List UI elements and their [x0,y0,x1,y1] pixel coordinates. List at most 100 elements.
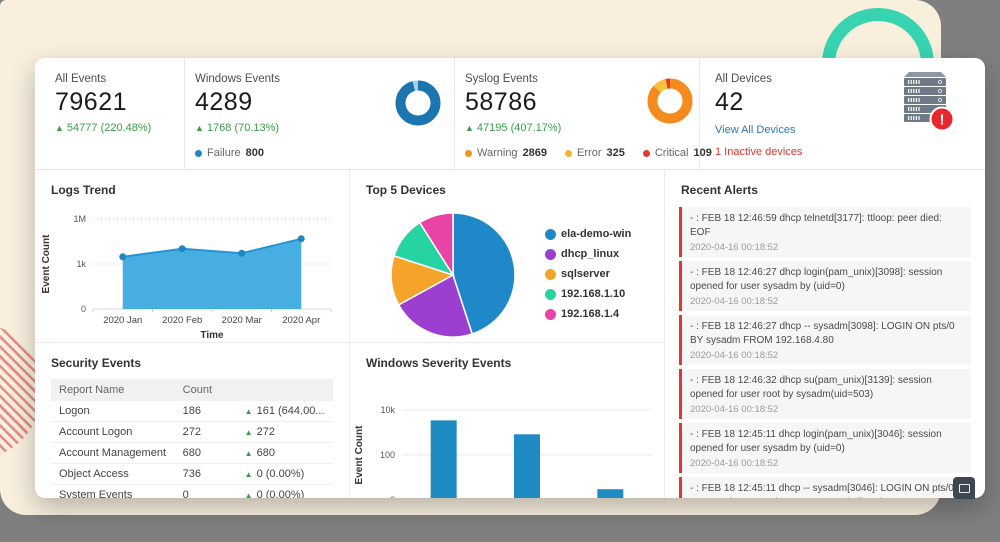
alert-item[interactable]: - : FEB 18 12:46:27 dhcp -- sysadm[3098]… [679,315,971,365]
table-row[interactable]: Object Access 736 ▲ 0 (0.00%) [51,463,333,485]
stat-windows-events: Windows Events 4289 ▲ 1768 (70.13%) Failu… [185,58,455,169]
panel-title: Windows Severity Events [366,356,512,370]
legend-label: Failure [207,147,241,159]
table-row[interactable]: Account Management 680 ▲ 680 [51,442,333,464]
legend-dot-icon [545,248,556,260]
data-point[interactable] [297,235,305,243]
change-cell: ▲ 680 [236,442,333,464]
windows-severity-panel: Windows Severity Events 010010kSuccessFa… [350,343,665,498]
panel-title: Security Events [51,356,142,370]
stat-value: 42 [715,88,744,116]
alert-item[interactable]: - : FEB 18 12:46:59 dhcp telnetd[3177]: … [679,207,971,257]
stat-delta-text: 1768 (70.13%) [206,122,280,134]
report-name-cell: Account Logon [51,421,175,443]
stat-label: All Events [55,73,107,85]
stat-label: Windows Events [195,73,281,85]
data-point[interactable] [238,249,246,257]
top-devices-pie-chart[interactable] [350,197,545,343]
bar[interactable] [597,489,624,498]
y-tick-label: 1k [76,259,86,269]
area-fill [122,238,302,309]
legend-dot-icon [465,149,472,157]
logs-trend-panel: Logs Trend 0 1k 1M 2020 Jan 2020 Feb 2020 Mar… [35,170,350,343]
up-arrow-icon: ▲ [244,449,253,458]
column-header-count: Count [174,379,237,401]
panel-title: Recent Alerts [681,183,758,197]
report-name-cell: Logon [51,401,175,422]
x-axis-title: Time [200,330,224,341]
panel-title: Top 5 Devices [366,183,446,197]
data-point[interactable] [178,245,186,253]
donut-segment[interactable] [395,80,441,126]
bar[interactable] [430,420,457,498]
alert-timestamp: 2020-04-16 00:18:52 [690,458,779,469]
bar[interactable] [514,434,540,498]
table-row[interactable]: Logon 186 ▲ 161 (644.00... [51,401,333,422]
alert-item[interactable]: - : FEB 18 12:46:27 dhcp login(pam_unix)… [679,261,971,311]
count-cell: 0 [174,484,237,498]
stat-delta-text: 54777 (220.48%) [66,122,152,134]
windows-severity-bar-chart[interactable]: 010010kSuccessFailureInformationEvent Co… [350,370,663,498]
pie-legend-item[interactable]: sqlserver [545,268,631,280]
alert-timestamp: 2020-04-16 00:18:52 [690,242,779,253]
legend-dot-icon [565,149,573,157]
feedback-glyph [958,483,970,493]
syslog-events-donut-chart[interactable] [646,77,694,125]
stat-delta: ▲ 54777 (220.48%) [55,122,184,134]
donut-segment[interactable] [395,80,441,126]
alert-timestamp: 2020-04-16 00:18:52 [690,350,779,361]
count-cell: 680 [174,442,237,464]
pie-slice[interactable] [452,212,516,335]
recent-alerts-panel: Recent Alerts - : FEB 18 12:46:59 dhcp t… [665,170,985,498]
change-text: 272 [256,426,275,438]
legend-label: Error [577,147,602,159]
legend-dot-icon [642,149,650,157]
x-tick-label: 2020 Feb [162,315,202,326]
pie-legend-item[interactable]: ela-demo-win [545,228,631,240]
table-row[interactable]: System Events 0 ▲ 0 (0.00%) [51,484,333,498]
view-all-devices-link[interactable]: View All Devices [715,124,796,136]
donut-segment[interactable] [647,78,693,124]
alert-item[interactable]: - : FEB 18 12:46:32 dhcp su(pam_unix)[31… [679,369,971,419]
table-header: Report Name Count [51,379,333,401]
legend-dot-icon [545,288,556,300]
legend-item: Error 325 [565,147,625,159]
y-axis-title: Event Count [41,234,52,294]
table-row[interactable]: Account Logon 272 ▲ 272 [51,421,333,443]
change-cell: ▲ 272 [236,421,333,443]
legend-dot-icon [545,308,556,320]
up-arrow-icon: ▲ [244,428,253,437]
y-axis-title: Event Count [354,425,365,485]
alert-timestamp: 2020-04-16 00:18:52 [690,404,779,415]
pie-legend-item[interactable]: 192.168.1.10 [545,288,631,300]
table-body: Logon 186 ▲ 161 (644.00... Account Logon 272 ▲… [51,401,333,498]
stat-label: All Devices [715,73,772,85]
legend-dot-icon [545,228,556,240]
legend-item: Failure 800 [195,147,264,159]
legend-label: Warning [477,147,518,159]
panels-grid: Logs Trend 0 1k 1M 2020 Jan 2020 Feb 2020 Mar… [35,170,985,498]
pie-slice[interactable] [397,273,474,338]
data-point[interactable] [119,253,127,261]
logs-trend-chart[interactable]: 0 1k 1M 2020 Jan 2020 Feb 2020 Mar 2020 Apr Tim… [35,197,348,343]
change-text: 0 (0.00%) [256,468,305,480]
alert-item[interactable]: - : FEB 18 12:45:11 dhcp login(pam_unix)… [679,423,971,473]
pie-legend-item[interactable]: dhcp_linux [545,248,631,260]
x-tick-label: 2020 Mar [222,315,262,326]
alert-message: - : FEB 18 12:46:59 dhcp telnetd[3177]: … [690,213,942,238]
up-arrow-icon: ▲ [244,491,253,498]
windows-events-donut-chart[interactable] [394,79,442,127]
legend-value: 2869 [522,147,548,159]
pie-slice[interactable] [418,212,454,278]
alerts-list: - : FEB 18 12:46:59 dhcp telnetd[3177]: … [665,197,985,498]
alert-item[interactable]: - : FEB 18 12:45:11 dhcp -- sysadm[3046]… [679,477,971,498]
feedback-icon[interactable] [953,477,975,499]
pie-legend-item[interactable]: 192.168.1.4 [545,308,631,320]
alert-badge-icon: ! [940,112,945,129]
legend-label: 192.168.1.4 [561,308,620,320]
security-events-panel: Security Events Report Name Count Logon 1… [35,343,350,498]
change-cell: ▲ 161 (644.00... [236,401,333,422]
y-tick-label: 10k [380,405,395,415]
